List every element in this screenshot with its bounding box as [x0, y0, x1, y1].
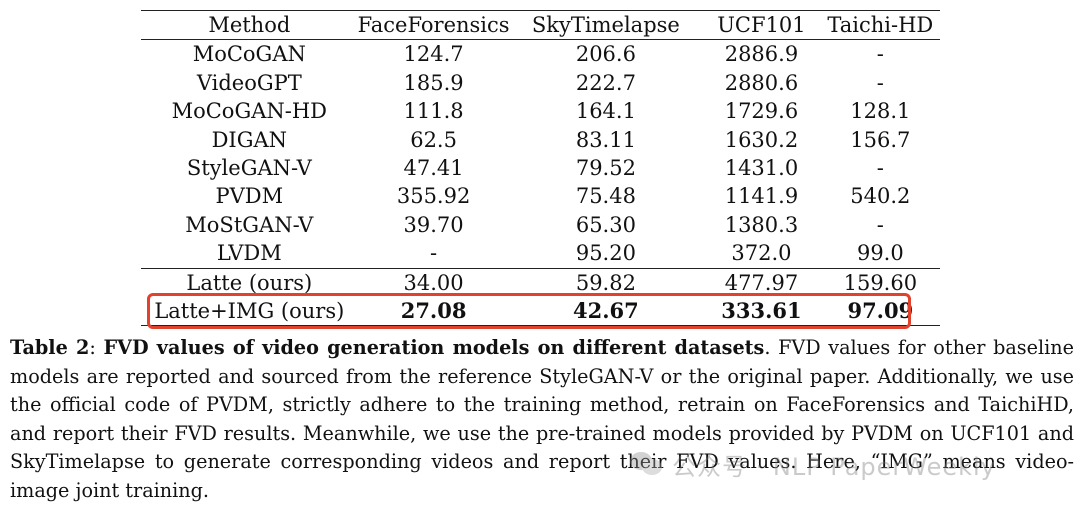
cell-value: 185.9	[403, 70, 464, 95]
header-method: Method	[208, 13, 291, 37]
cell-value: 83.11	[575, 127, 636, 152]
cell-value: 62.5	[410, 127, 457, 152]
caption-label: Table 2	[10, 336, 90, 359]
cell-value: -	[876, 212, 884, 237]
cell-value: 2880.6	[724, 70, 799, 95]
caption-body: . FVD values for other baseline models a…	[10, 336, 1074, 502]
cell-value: 1431.0	[724, 156, 799, 181]
results-table-container: Method FaceForensics SkyTimelapse UCF101…	[141, 10, 940, 326]
cell-value: 164.1	[575, 99, 636, 124]
caption-title: FVD values of video generation models on…	[103, 336, 765, 359]
header-taichi-hd: Taichi-HD	[827, 13, 934, 37]
cell-value: 1141.9	[724, 184, 799, 209]
cell-value: 95.20	[575, 241, 636, 266]
header-faceforensics: FaceForensics	[357, 13, 510, 37]
cell-value: 99.0	[856, 241, 904, 266]
cell-value: 1630.2	[724, 127, 799, 152]
fvd-results-table: Method FaceForensics SkyTimelapse UCF101…	[141, 10, 940, 326]
table-caption: Table 2: FVD values of video generation …	[10, 334, 1074, 506]
cell-value: 222.7	[575, 70, 636, 95]
cell-method: Latte+IMG (ours)	[154, 299, 345, 324]
table-row: MoStGAN-V 39.70 65.30 1380.3 -	[141, 211, 940, 239]
cell-method: StyleGAN-V	[186, 156, 312, 181]
cell-value: 128.1	[850, 99, 911, 124]
cell-value: -	[876, 70, 884, 95]
cell-value: -	[430, 241, 438, 266]
cell-value: 79.52	[575, 156, 636, 181]
cell-value: 206.6	[575, 42, 636, 67]
cell-value: 75.48	[575, 184, 636, 209]
cell-value: 59.82	[575, 270, 636, 295]
cell-value-best: 27.08	[400, 298, 467, 324]
table-row: MoCoGAN 124.7 206.6 2886.9 -	[141, 40, 940, 69]
table-row-ours: Latte (ours) 34.00 59.82 477.97 159.60	[141, 268, 940, 297]
cell-method: DIGAN	[211, 127, 288, 152]
cell-value: -	[876, 42, 884, 67]
table-row: VideoGPT 185.9 222.7 2880.6 -	[141, 69, 940, 97]
table-row: PVDM 355.92 75.48 1141.9 540.2	[141, 182, 940, 210]
caption-colon: :	[89, 336, 104, 359]
table-row: MoCoGAN-HD 111.8 164.1 1729.6 128.1	[141, 97, 940, 125]
cell-value: 159.60	[843, 270, 918, 295]
cell-value-best: 333.61	[721, 298, 802, 324]
cell-value: 1729.6	[724, 99, 799, 124]
table-row: StyleGAN-V 47.41 79.52 1431.0 -	[141, 154, 940, 182]
cell-method: VideoGPT	[196, 70, 302, 95]
cell-value: 372.0	[731, 241, 792, 266]
cell-method: LVDM	[216, 241, 282, 266]
cell-method: MoCoGAN-HD	[171, 99, 328, 124]
cell-value: 39.70	[403, 212, 464, 237]
cell-value: 47.41	[403, 156, 464, 181]
cell-value: 156.7	[850, 127, 911, 152]
cell-method: MoCoGAN	[192, 42, 306, 67]
cell-value: 1380.3	[724, 212, 799, 237]
cell-method: PVDM	[215, 184, 284, 209]
header-ucf101: UCF101	[717, 13, 806, 37]
table-header-row: Method FaceForensics SkyTimelapse UCF101…	[141, 10, 940, 40]
cell-value: 65.30	[575, 212, 636, 237]
cell-method: Latte (ours)	[186, 270, 313, 295]
cell-value: 477.97	[724, 270, 799, 295]
cell-value: 540.2	[850, 184, 911, 209]
cell-value-best: 97.09	[847, 298, 914, 324]
table-row-best: Latte+IMG (ours) 27.08 42.67 333.61 97.0…	[141, 297, 940, 326]
cell-value: 124.7	[403, 42, 464, 67]
cell-method: MoStGAN-V	[185, 212, 314, 237]
cell-value: 355.92	[396, 184, 471, 209]
cell-value: 2886.9	[724, 42, 799, 67]
cell-value: -	[876, 156, 884, 181]
cell-value-best: 42.67	[573, 298, 639, 324]
table-row: LVDM - 95.20 372.0 99.0	[141, 239, 940, 268]
header-skytimelapse: SkyTimelapse	[531, 13, 680, 37]
table-row: DIGAN 62.5 83.11 1630.2 156.7	[141, 126, 940, 154]
cell-value: 34.00	[403, 270, 464, 295]
cell-value: 111.8	[403, 99, 464, 124]
